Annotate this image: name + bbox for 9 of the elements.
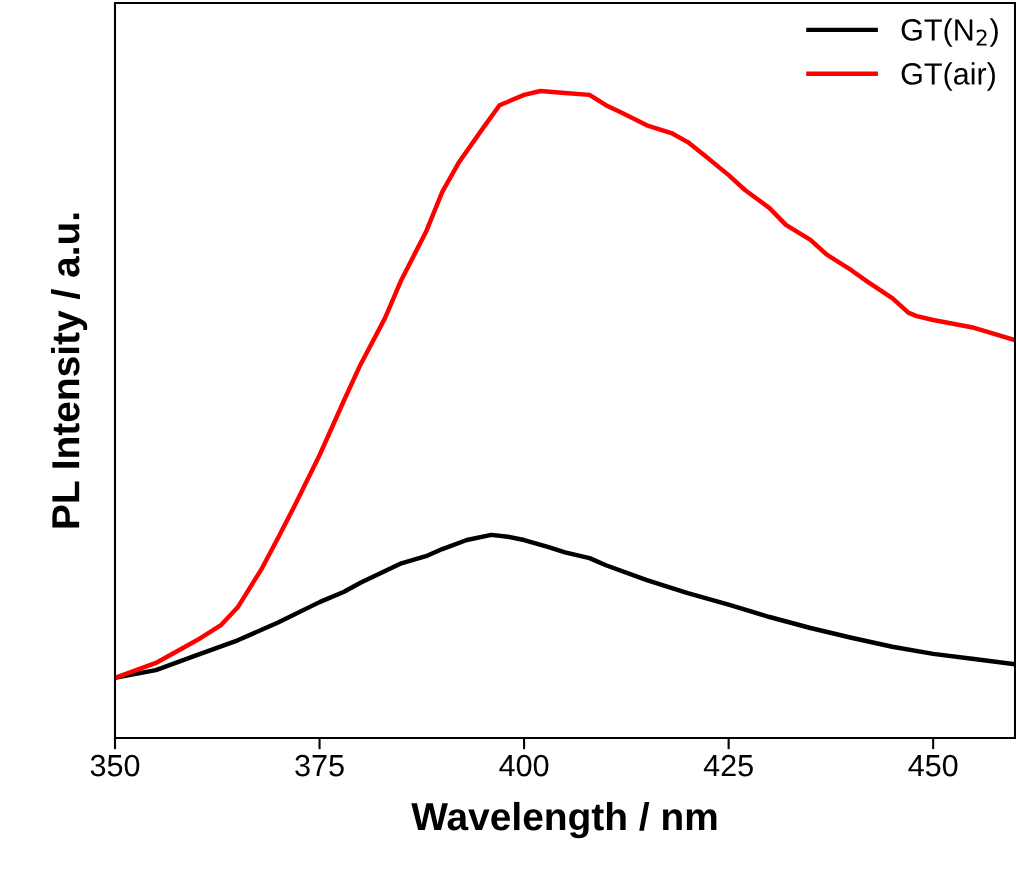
x-tick-label: 450 <box>908 754 958 777</box>
x-tick-label: 375 <box>295 754 344 777</box>
x-tick-label: 425 <box>703 754 753 777</box>
x-tick-label: 400 <box>499 754 549 777</box>
y-axis-title: PL Intensity / a.u. <box>50 213 88 528</box>
x-tick-label: 350 <box>90 754 140 777</box>
legend-label: GT(N$_{2}$) <box>901 18 998 47</box>
legend-label: GT(air) <box>901 62 995 91</box>
x-axis-title: Wavelength / nm <box>411 801 717 839</box>
